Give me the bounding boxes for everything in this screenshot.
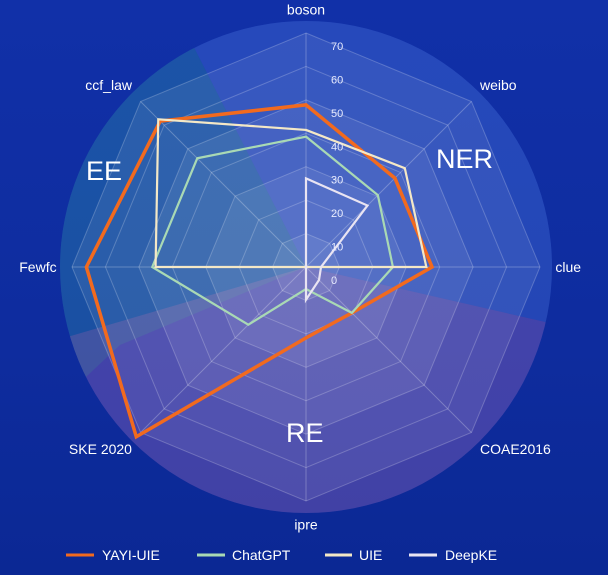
radial-tick-label: 40 — [331, 141, 343, 153]
radial-tick-label: 20 — [331, 208, 343, 220]
legend-label-chatgpt[interactable]: ChatGPT — [232, 547, 291, 563]
axis-label-ipre: ipre — [294, 516, 318, 532]
group-label-re: RE — [286, 418, 324, 448]
axis-label-weibo: weibo — [479, 77, 517, 93]
axis-line — [140, 101, 307, 268]
axis-line — [140, 266, 307, 433]
grid-ring — [104, 65, 508, 469]
axis-line — [305, 266, 472, 433]
group-label-ner: NER — [436, 144, 493, 174]
axis-label-clue: clue — [555, 259, 581, 275]
axis-label-ccf-law: ccf_law — [85, 77, 133, 93]
radial-tick-label: 60 — [331, 74, 343, 86]
legend: YAYI-UIE ChatGPT UIE DeepKE — [66, 547, 497, 563]
group-label-ee: EE — [86, 156, 122, 186]
axis-label-coae2016: COAE2016 — [480, 441, 551, 457]
radial-tick-label: 0 — [331, 275, 337, 287]
axis-label-ske-2020: SKE 2020 — [69, 441, 132, 457]
radial-tick-label: 30 — [331, 175, 343, 187]
legend-label-deepke[interactable]: DeepKE — [445, 547, 497, 563]
axis-label-boson: boson — [287, 2, 325, 18]
legend-label-uie[interactable]: UIE — [359, 547, 382, 563]
radial-tick-label: 70 — [331, 41, 343, 53]
axis-label-fewfc: Fewfc — [19, 259, 56, 275]
ner-region — [180, 21, 552, 330]
axis-line — [305, 101, 472, 268]
radial-tick-label: 10 — [331, 242, 343, 254]
grid-ring — [238, 199, 374, 335]
legend-label-yayi-uie[interactable]: YAYI-UIE — [102, 547, 160, 563]
radial-tick-label: 50 — [331, 108, 343, 120]
